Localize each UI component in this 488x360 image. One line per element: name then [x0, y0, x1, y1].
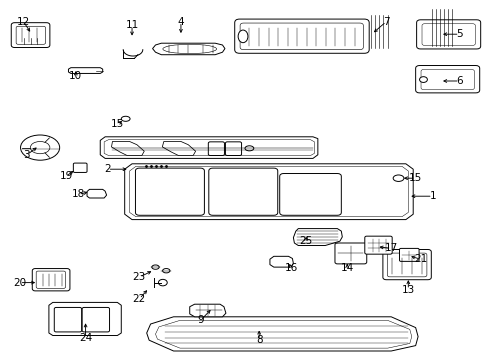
Text: 13: 13	[401, 285, 414, 295]
Ellipse shape	[20, 135, 60, 160]
Polygon shape	[269, 256, 293, 267]
FancyBboxPatch shape	[334, 243, 366, 264]
Polygon shape	[155, 320, 411, 348]
Text: 12: 12	[17, 17, 30, 27]
Ellipse shape	[30, 141, 50, 154]
Text: 15: 15	[110, 119, 124, 129]
Ellipse shape	[163, 44, 216, 54]
Text: 6: 6	[455, 76, 462, 86]
Text: 15: 15	[408, 173, 422, 183]
Polygon shape	[189, 304, 225, 317]
Polygon shape	[129, 166, 407, 217]
Ellipse shape	[121, 116, 130, 121]
Text: 10: 10	[69, 71, 82, 81]
FancyBboxPatch shape	[386, 253, 426, 277]
Text: 11: 11	[125, 20, 139, 30]
Ellipse shape	[151, 265, 159, 269]
Text: 7: 7	[382, 17, 389, 27]
Text: 16: 16	[284, 263, 297, 273]
Polygon shape	[87, 189, 106, 198]
Polygon shape	[146, 317, 417, 351]
Text: 25: 25	[298, 236, 312, 246]
Polygon shape	[49, 302, 121, 336]
Polygon shape	[293, 229, 342, 246]
Polygon shape	[124, 164, 412, 220]
Ellipse shape	[419, 77, 427, 82]
Text: 18: 18	[71, 189, 85, 199]
FancyBboxPatch shape	[208, 168, 277, 215]
Polygon shape	[162, 141, 195, 156]
Text: 17: 17	[384, 243, 397, 253]
Text: 19: 19	[59, 171, 73, 181]
Text: 14: 14	[340, 263, 353, 273]
Text: 20: 20	[13, 278, 26, 288]
FancyBboxPatch shape	[73, 163, 87, 172]
Polygon shape	[111, 141, 144, 156]
FancyBboxPatch shape	[399, 248, 418, 261]
Text: 3: 3	[23, 150, 30, 160]
FancyBboxPatch shape	[54, 307, 81, 332]
FancyBboxPatch shape	[279, 174, 341, 215]
Text: 21: 21	[413, 254, 427, 264]
Polygon shape	[100, 137, 317, 158]
Ellipse shape	[158, 279, 167, 286]
Text: 5: 5	[455, 29, 462, 39]
Ellipse shape	[244, 146, 253, 151]
FancyBboxPatch shape	[208, 142, 224, 156]
FancyBboxPatch shape	[16, 26, 45, 44]
FancyBboxPatch shape	[364, 236, 391, 254]
Ellipse shape	[392, 175, 403, 181]
FancyBboxPatch shape	[415, 66, 479, 93]
FancyBboxPatch shape	[225, 142, 241, 156]
Text: 2: 2	[104, 164, 111, 174]
FancyBboxPatch shape	[421, 24, 474, 45]
Text: 9: 9	[197, 315, 203, 325]
FancyBboxPatch shape	[11, 23, 50, 48]
FancyBboxPatch shape	[36, 271, 65, 288]
FancyBboxPatch shape	[416, 20, 480, 49]
Text: 1: 1	[428, 191, 435, 201]
Ellipse shape	[238, 30, 247, 43]
FancyBboxPatch shape	[382, 249, 430, 280]
Polygon shape	[104, 140, 314, 156]
Text: 24: 24	[79, 333, 92, 343]
Text: 8: 8	[255, 335, 262, 345]
FancyBboxPatch shape	[32, 269, 70, 291]
FancyBboxPatch shape	[420, 69, 473, 90]
FancyBboxPatch shape	[240, 23, 363, 50]
Polygon shape	[68, 68, 102, 73]
Text: 22: 22	[132, 294, 146, 304]
FancyBboxPatch shape	[82, 307, 109, 332]
Polygon shape	[152, 43, 224, 55]
FancyBboxPatch shape	[135, 168, 204, 215]
Text: 23: 23	[132, 272, 146, 282]
Text: 4: 4	[177, 17, 184, 27]
FancyBboxPatch shape	[234, 19, 368, 53]
Ellipse shape	[162, 269, 170, 273]
